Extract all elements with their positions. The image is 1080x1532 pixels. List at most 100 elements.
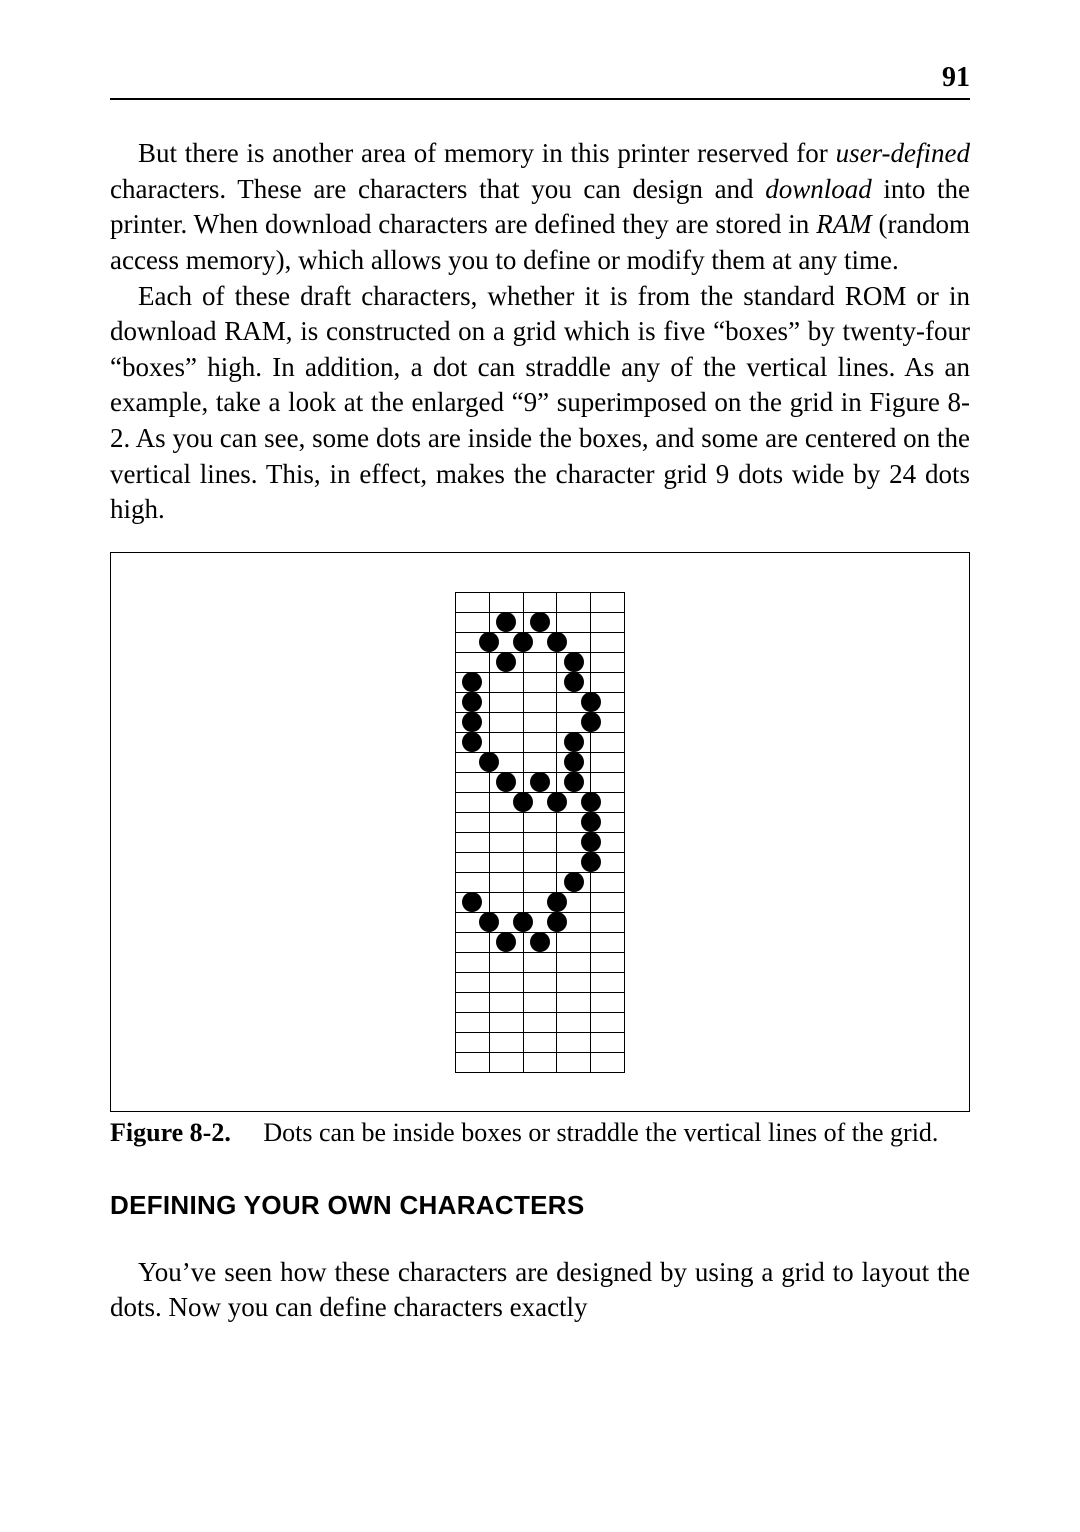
- grid-cell: [557, 612, 591, 632]
- grid-cell: [489, 832, 523, 852]
- p3-text: You’ve seen how these characters are des…: [110, 1257, 970, 1323]
- paragraph-3: You’ve seen how these characters are des…: [110, 1255, 970, 1326]
- grid-cell: [523, 712, 557, 732]
- grid-cell: [591, 732, 625, 752]
- grid-dot: [530, 612, 550, 632]
- grid-cell: [523, 832, 557, 852]
- grid-cell: [456, 852, 490, 872]
- grid-cell: [591, 872, 625, 892]
- grid-cell: [489, 952, 523, 972]
- grid-cell: [591, 1032, 625, 1052]
- grid-cell: [523, 732, 557, 752]
- grid-dot: [530, 932, 550, 952]
- page-header-rule: 91: [110, 60, 970, 100]
- grid-cell: [456, 792, 490, 812]
- grid-dot: [581, 712, 601, 732]
- grid-cell: [523, 972, 557, 992]
- grid-cell: [557, 952, 591, 972]
- grid-cell: [489, 892, 523, 912]
- grid-cell: [557, 1052, 591, 1072]
- grid-table: [455, 592, 625, 1073]
- grid-cell: [591, 1052, 625, 1072]
- grid-cell: [489, 1032, 523, 1052]
- grid-cell: [456, 1032, 490, 1052]
- grid-cell: [523, 1012, 557, 1032]
- grid-dot: [581, 792, 601, 812]
- grid-cell: [591, 672, 625, 692]
- figure-8-2-box: [110, 552, 970, 1112]
- grid-cell: [456, 832, 490, 852]
- grid-cell: [456, 952, 490, 972]
- grid-cell: [456, 812, 490, 832]
- grid-cell: [591, 992, 625, 1012]
- grid-cell: [489, 592, 523, 612]
- paragraph-2: Each of these draft characters, whether …: [110, 279, 970, 528]
- grid-cell: [523, 1052, 557, 1072]
- grid-cell: [489, 692, 523, 712]
- grid-dot: [581, 812, 601, 832]
- grid-dot: [547, 892, 567, 912]
- grid-cell: [456, 1012, 490, 1032]
- grid-dot: [496, 652, 516, 672]
- grid-dot: [479, 632, 499, 652]
- grid-dot: [462, 892, 482, 912]
- grid-dot: [462, 672, 482, 692]
- grid-cell: [456, 992, 490, 1012]
- grid-dot: [513, 792, 533, 812]
- grid-cell: [523, 852, 557, 872]
- grid-cell: [523, 872, 557, 892]
- grid-cell: [523, 592, 557, 612]
- character-grid: [455, 592, 625, 1072]
- grid-cell: [456, 972, 490, 992]
- grid-dot: [547, 792, 567, 812]
- grid-dot: [547, 632, 567, 652]
- grid-cell: [591, 1012, 625, 1032]
- grid-cell: [456, 652, 490, 672]
- grid-dot: [462, 692, 482, 712]
- grid-cell: [489, 732, 523, 752]
- paragraph-1: But there is another area of memory in t…: [110, 136, 970, 279]
- grid-cell: [456, 872, 490, 892]
- grid-dot: [564, 772, 584, 792]
- grid-cell: [489, 972, 523, 992]
- grid-cell: [591, 892, 625, 912]
- grid-cell: [557, 992, 591, 1012]
- grid-cell: [557, 1032, 591, 1052]
- grid-cell: [591, 772, 625, 792]
- p1-text-c: characters. These are characters that yo…: [110, 174, 765, 204]
- grid-dot: [564, 672, 584, 692]
- section-heading: DEFINING YOUR OWN CHARACTERS: [110, 1190, 970, 1221]
- grid-dot: [581, 852, 601, 872]
- figure-caption: Figure 8-2. Dots can be inside boxes or …: [110, 1116, 970, 1150]
- grid-dot: [496, 772, 516, 792]
- figure-caption-text: Dots can be inside boxes or straddle the…: [263, 1118, 938, 1147]
- grid-dot: [530, 772, 550, 792]
- grid-cell: [591, 632, 625, 652]
- grid-cell: [523, 1032, 557, 1052]
- grid-cell: [591, 952, 625, 972]
- grid-cell: [523, 952, 557, 972]
- grid-dot: [547, 912, 567, 932]
- grid-cell: [489, 1052, 523, 1072]
- grid-cell: [456, 612, 490, 632]
- grid-cell: [489, 992, 523, 1012]
- p1-italic-userdefined: user-defined: [836, 138, 970, 168]
- grid-cell: [557, 932, 591, 952]
- p2-text: Each of these draft characters, whether …: [110, 281, 970, 525]
- grid-cell: [456, 592, 490, 612]
- grid-cell: [489, 872, 523, 892]
- grid-cell: [456, 932, 490, 952]
- grid-cell: [591, 592, 625, 612]
- grid-dot: [564, 652, 584, 672]
- p1-text-a: But there is another area of memory in t…: [138, 138, 836, 168]
- grid-cell: [523, 752, 557, 772]
- grid-cell: [591, 912, 625, 932]
- grid-dot: [496, 612, 516, 632]
- grid-cell: [489, 1012, 523, 1032]
- grid-cell: [456, 772, 490, 792]
- grid-dot: [564, 732, 584, 752]
- grid-dot: [513, 632, 533, 652]
- grid-dot: [581, 692, 601, 712]
- grid-dot: [564, 872, 584, 892]
- grid-cell: [591, 972, 625, 992]
